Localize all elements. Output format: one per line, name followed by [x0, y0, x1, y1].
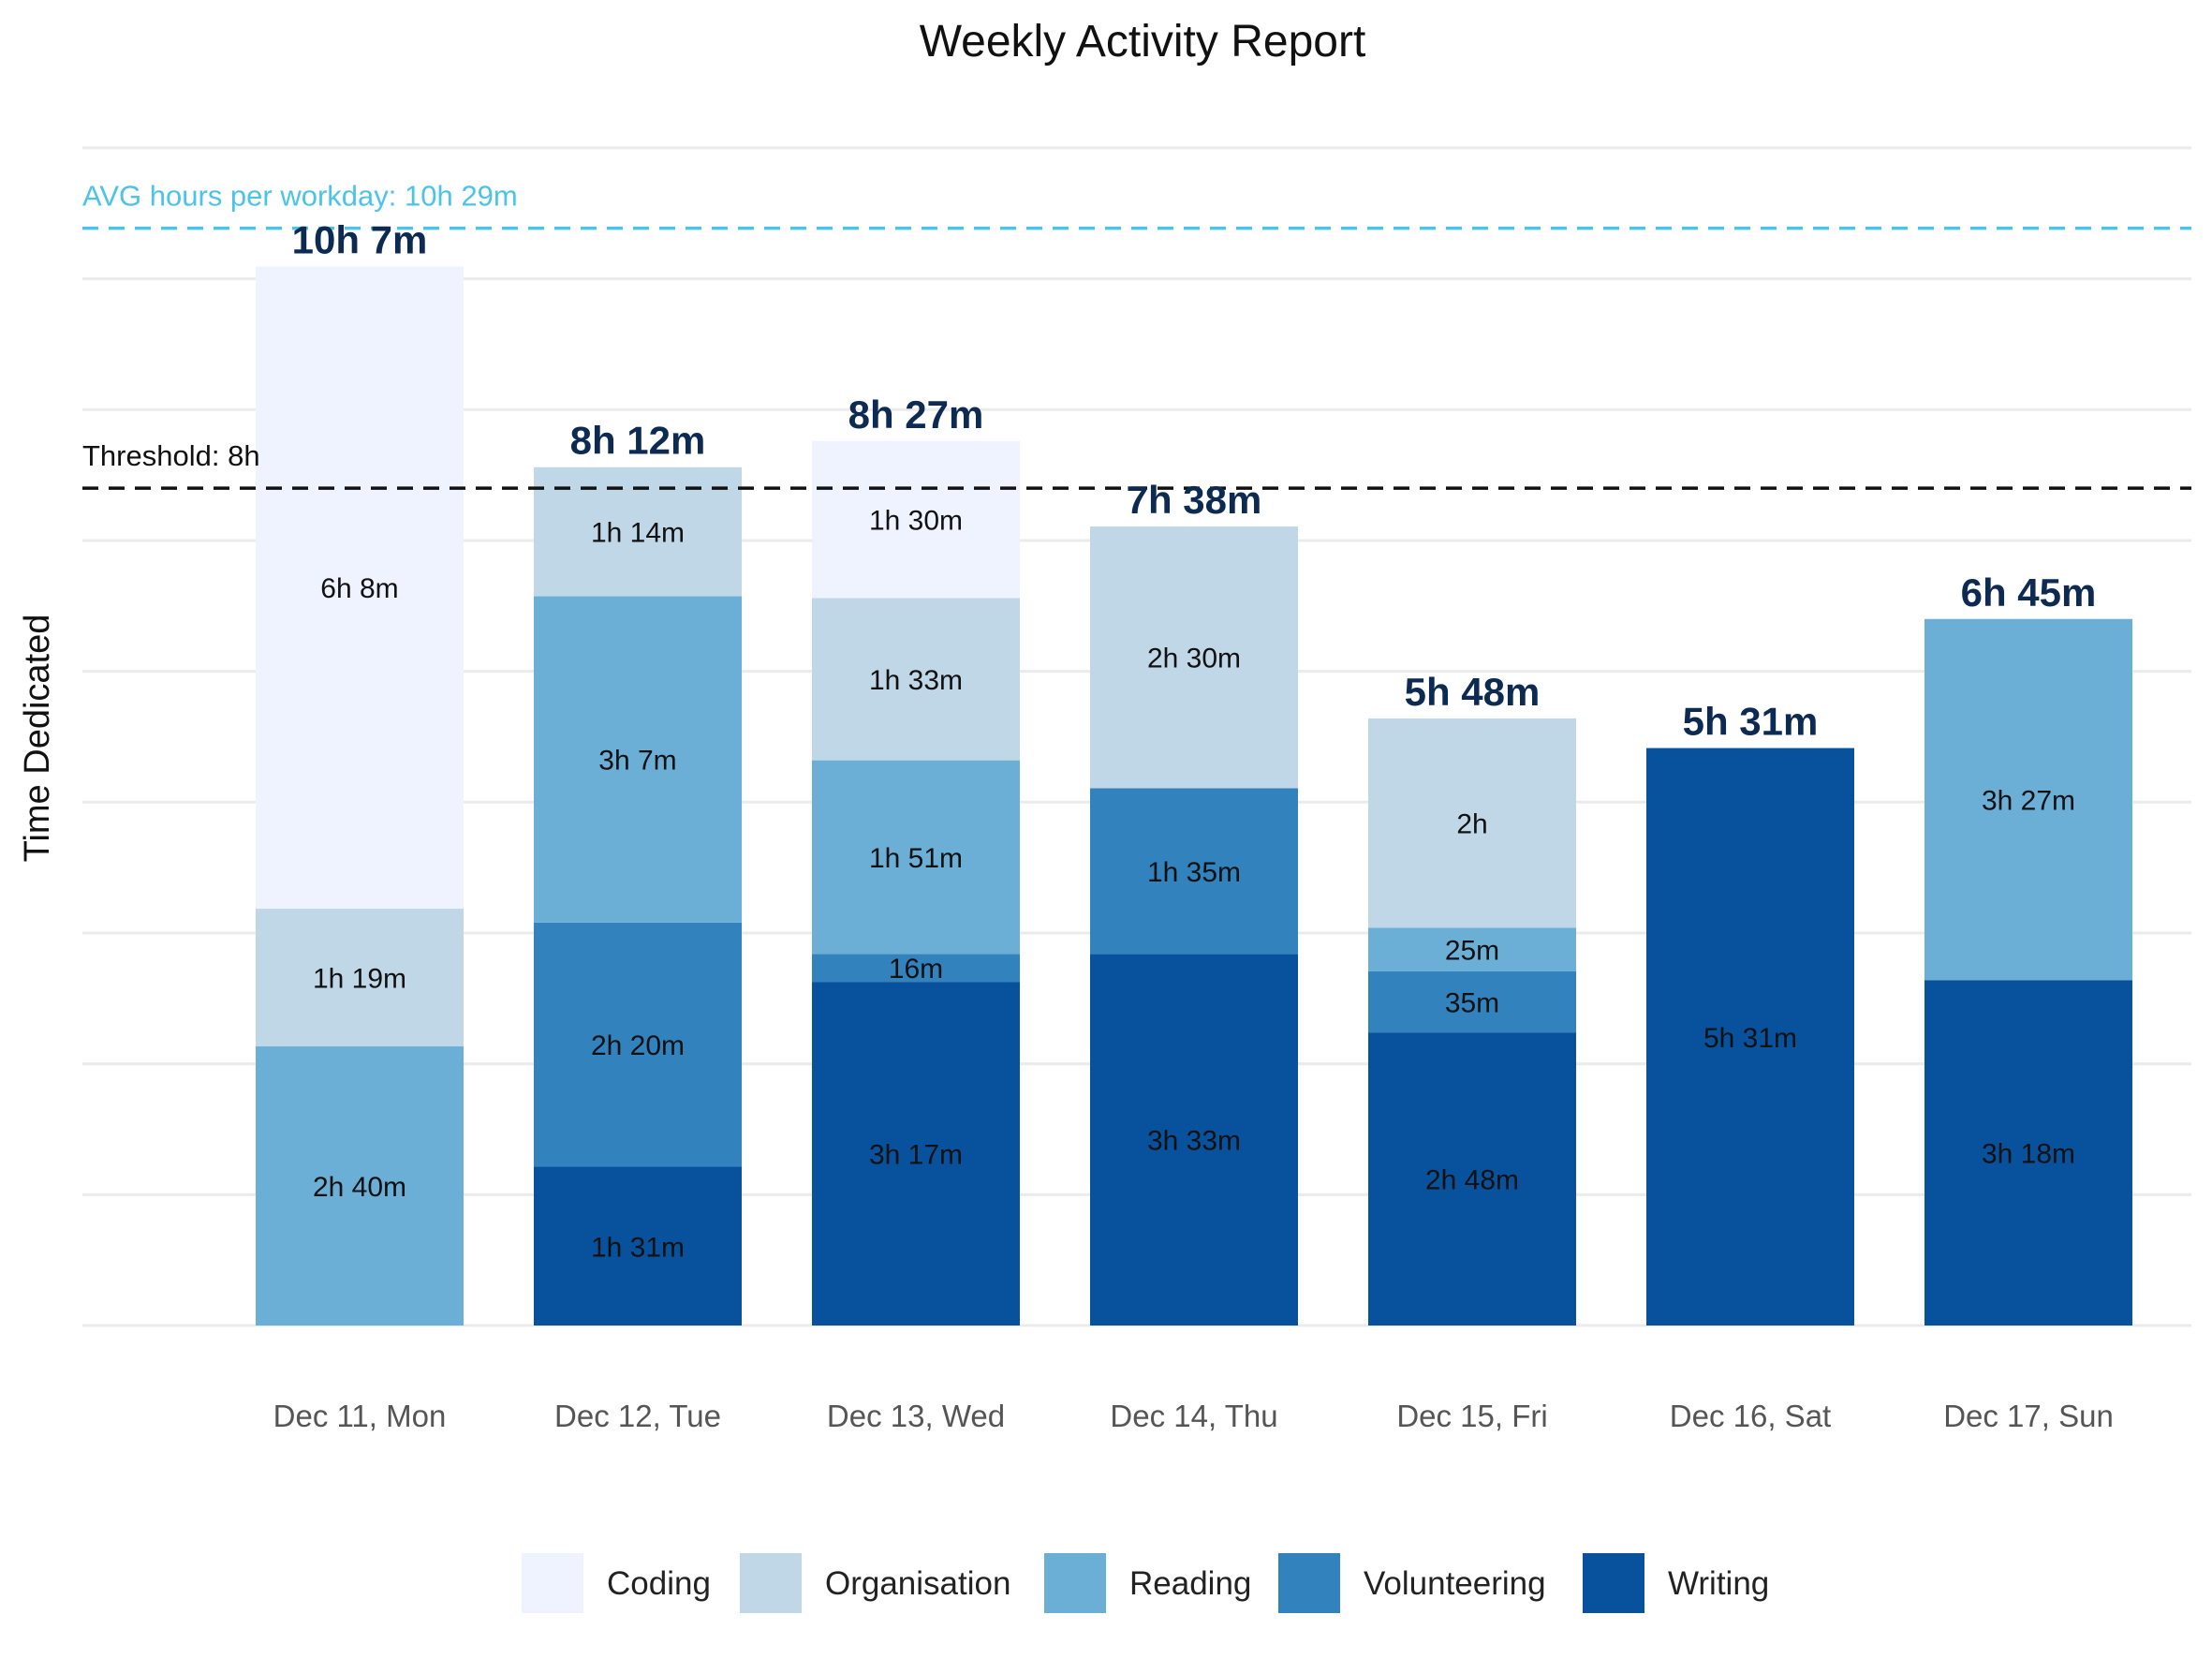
segment-label: 1h 35m [1147, 857, 1241, 888]
bar-total-label: 8h 27m [848, 393, 984, 437]
segment-label: 6h 8m [320, 573, 398, 604]
legend-label-writing: Writing [1668, 1565, 1769, 1602]
y-axis-label: Time Dedicated [18, 615, 57, 863]
legend-swatch-organisation [740, 1553, 802, 1613]
legend-label-volunteering: Volunteering [1364, 1565, 1546, 1602]
x-tick-label: Dec 14, Thu [1110, 1399, 1277, 1433]
segment-label: 3h 27m [1982, 786, 2075, 817]
bar-organisation-dec-14-thu [1090, 526, 1298, 789]
bar-organisation-dec-15-fri [1368, 718, 1576, 928]
bar-volunteering-dec-15-fri [1368, 970, 1576, 1033]
legend-label-organisation: Organisation [825, 1565, 1010, 1602]
legend-swatch-volunteering [1278, 1553, 1340, 1613]
bar-organisation-dec-11-mon [256, 908, 464, 1047]
segment-label: 1h 14m [591, 518, 685, 549]
bar-total-label: 10h 7m [292, 218, 428, 262]
bar-writing-dec-17-sun [1924, 980, 2132, 1326]
segment-label: 16m [889, 954, 943, 985]
segment-label: 2h 40m [313, 1172, 406, 1203]
segment-label: 2h 20m [591, 1030, 685, 1061]
reference-line-label: Threshold: 8h [82, 439, 260, 472]
bar-volunteering-dec-13-wed [812, 954, 1020, 983]
segment-label: 2h [1456, 809, 1487, 840]
reference-line-label: AVG hours per workday: 10h 29m [82, 180, 518, 213]
reference-lines: AVG hours per workday: 10h 29m Threshold:… [82, 180, 2191, 490]
bar-labels: 2h 40m 1h 19m 6h 8m 10h 7m 1h 31m 2h 20m 3h 7m… [292, 218, 2097, 1264]
bar-coding-dec-11-mon [256, 266, 464, 909]
bar-reading-dec-13-wed [812, 760, 1020, 955]
bar-volunteering-dec-14-thu [1090, 788, 1298, 955]
bar-total-label: 5h 31m [1683, 700, 1819, 744]
bar-organisation-dec-13-wed [812, 598, 1020, 761]
legend-swatch-coding [522, 1553, 583, 1613]
x-tick-label: Dec 12, Tue [554, 1399, 721, 1433]
bar-reading-dec-12-tue [534, 596, 742, 923]
legend-label-coding: Coding [607, 1565, 711, 1602]
bar-total-label: 8h 12m [570, 419, 706, 463]
segment-label: 3h 17m [869, 1140, 963, 1171]
bar-reading-dec-15-fri [1368, 927, 1576, 971]
x-axis-ticks: Dec 11, Mon Dec 12, Tue Dec 13, Wed Dec 14,… [273, 1399, 2114, 1433]
bar-volunteering-dec-12-tue [534, 922, 742, 1167]
segment-label: 2h 30m [1147, 644, 1241, 674]
x-tick-label: Dec 15, Fri [1396, 1399, 1547, 1433]
bars [256, 266, 2132, 1326]
legend-swatch-reading [1044, 1553, 1106, 1613]
bar-total-label: 6h 45m [1961, 570, 2097, 615]
legend-label-reading: Reading [1129, 1565, 1251, 1602]
segment-label: 1h 30m [869, 506, 963, 537]
bar-reading-dec-17-sun [1924, 618, 2132, 981]
bar-writing-dec-12-tue [534, 1166, 742, 1326]
segment-label: 1h 19m [313, 963, 406, 994]
segment-label: 5h 31m [1703, 1023, 1797, 1054]
segment-label: 3h 33m [1147, 1126, 1241, 1157]
bar-coding-dec-13-wed [812, 440, 1020, 599]
segment-label: 3h 18m [1982, 1139, 2075, 1170]
segment-label: 1h 31m [591, 1232, 685, 1263]
bar-writing-dec-13-wed [812, 982, 1020, 1326]
segment-label: 2h 48m [1425, 1165, 1519, 1196]
x-tick-label: Dec 16, Sat [1670, 1399, 1831, 1433]
legend-swatch-writing [1583, 1553, 1644, 1613]
segment-label: 25m [1445, 936, 1499, 967]
x-tick-label: Dec 13, Wed [827, 1399, 1005, 1433]
bar-total-label: 5h 48m [1405, 670, 1541, 714]
segment-label: 1h 33m [869, 665, 963, 696]
chart-title: Weekly Activity Report [920, 17, 1366, 67]
segment-label: 35m [1445, 988, 1499, 1019]
segment-label: 1h 51m [869, 843, 963, 874]
bar-writing-dec-14-thu [1090, 954, 1298, 1326]
x-tick-label: Dec 17, Sun [1943, 1399, 2114, 1433]
bar-writing-dec-16-sat [1646, 748, 1854, 1326]
bar-reading-dec-11-mon [256, 1046, 464, 1326]
legend: Coding Organisation Reading Volunteering Wri… [522, 1553, 1769, 1613]
x-tick-label: Dec 11, Mon [273, 1399, 447, 1433]
bar-total-label: 7h 38m [1127, 478, 1262, 522]
bar-writing-dec-15-fri [1368, 1032, 1576, 1326]
segment-label: 3h 7m [598, 746, 676, 777]
